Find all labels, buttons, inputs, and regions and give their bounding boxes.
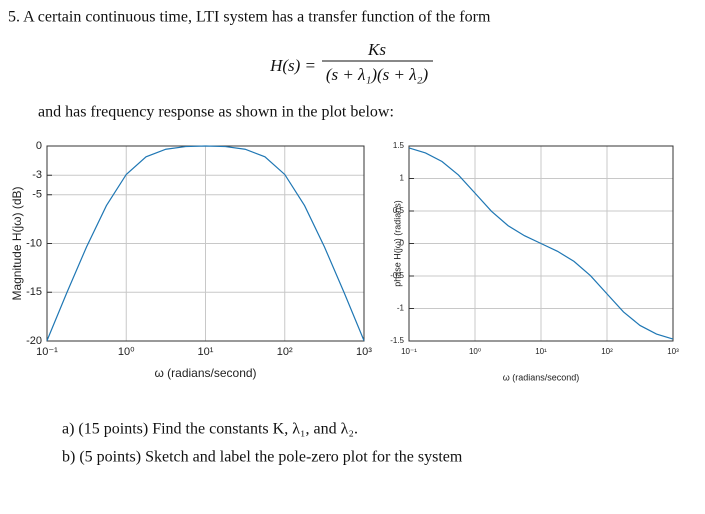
equation-denominator: (s + λ₁)(s + λ₂): [326, 65, 429, 84]
y-tick-label: -15: [26, 286, 42, 298]
y-tick-label: 1: [400, 174, 405, 183]
x-axis-label: ω (radians/second): [503, 372, 580, 382]
x-tick-label: 10²: [277, 346, 293, 358]
y-tick-label: -20: [26, 335, 42, 347]
x-tick-label: 10⁰: [469, 347, 481, 356]
y-tick-label: 0.5: [393, 206, 405, 215]
response-line: [408, 147, 674, 340]
response-text: and has frequency response as shown in t…: [38, 104, 394, 121]
x-tick-label: 10³: [667, 347, 679, 356]
plot-frame: [408, 145, 674, 342]
y-axis-label: phase H(jω) (radians): [392, 200, 402, 287]
x-tick-label: 10⁰: [118, 346, 135, 358]
y-axis-label: Magnitude H(jω) (dB): [10, 186, 24, 300]
y-tick-label: 1.5: [393, 141, 405, 150]
y-tick-label: -1.5: [390, 336, 404, 345]
response-line: [46, 145, 365, 341]
x-axis-label: ω (radians/second): [154, 366, 256, 380]
y-tick-label: 0: [36, 140, 42, 152]
x-tick-label: 10²: [601, 347, 613, 356]
y-tick-label: -5: [32, 189, 42, 201]
y-tick-label: -1: [397, 304, 405, 313]
question-b: b) (5 points) Sketch and label the pole-…: [62, 449, 463, 466]
intro: 5. A certain continuous time, LTI system…: [8, 9, 491, 26]
x-tick-label: 10⁻¹: [401, 347, 417, 356]
y-tick-label: -0.5: [390, 271, 404, 280]
x-tick-label: 10³: [356, 346, 372, 358]
x-tick-label: 10⁻¹: [36, 346, 58, 358]
y-tick-label: 0: [400, 239, 405, 248]
question-a: a) (15 points) Find the constants K, λ₁,…: [62, 421, 358, 438]
equation-numerator: Ks: [367, 40, 386, 59]
y-tick-label: -3: [32, 169, 42, 181]
equation-lhs: H(s) =: [269, 56, 316, 75]
y-tick-label: -10: [26, 237, 42, 249]
x-tick-label: 10¹: [535, 347, 547, 356]
x-tick-label: 10¹: [198, 346, 214, 358]
